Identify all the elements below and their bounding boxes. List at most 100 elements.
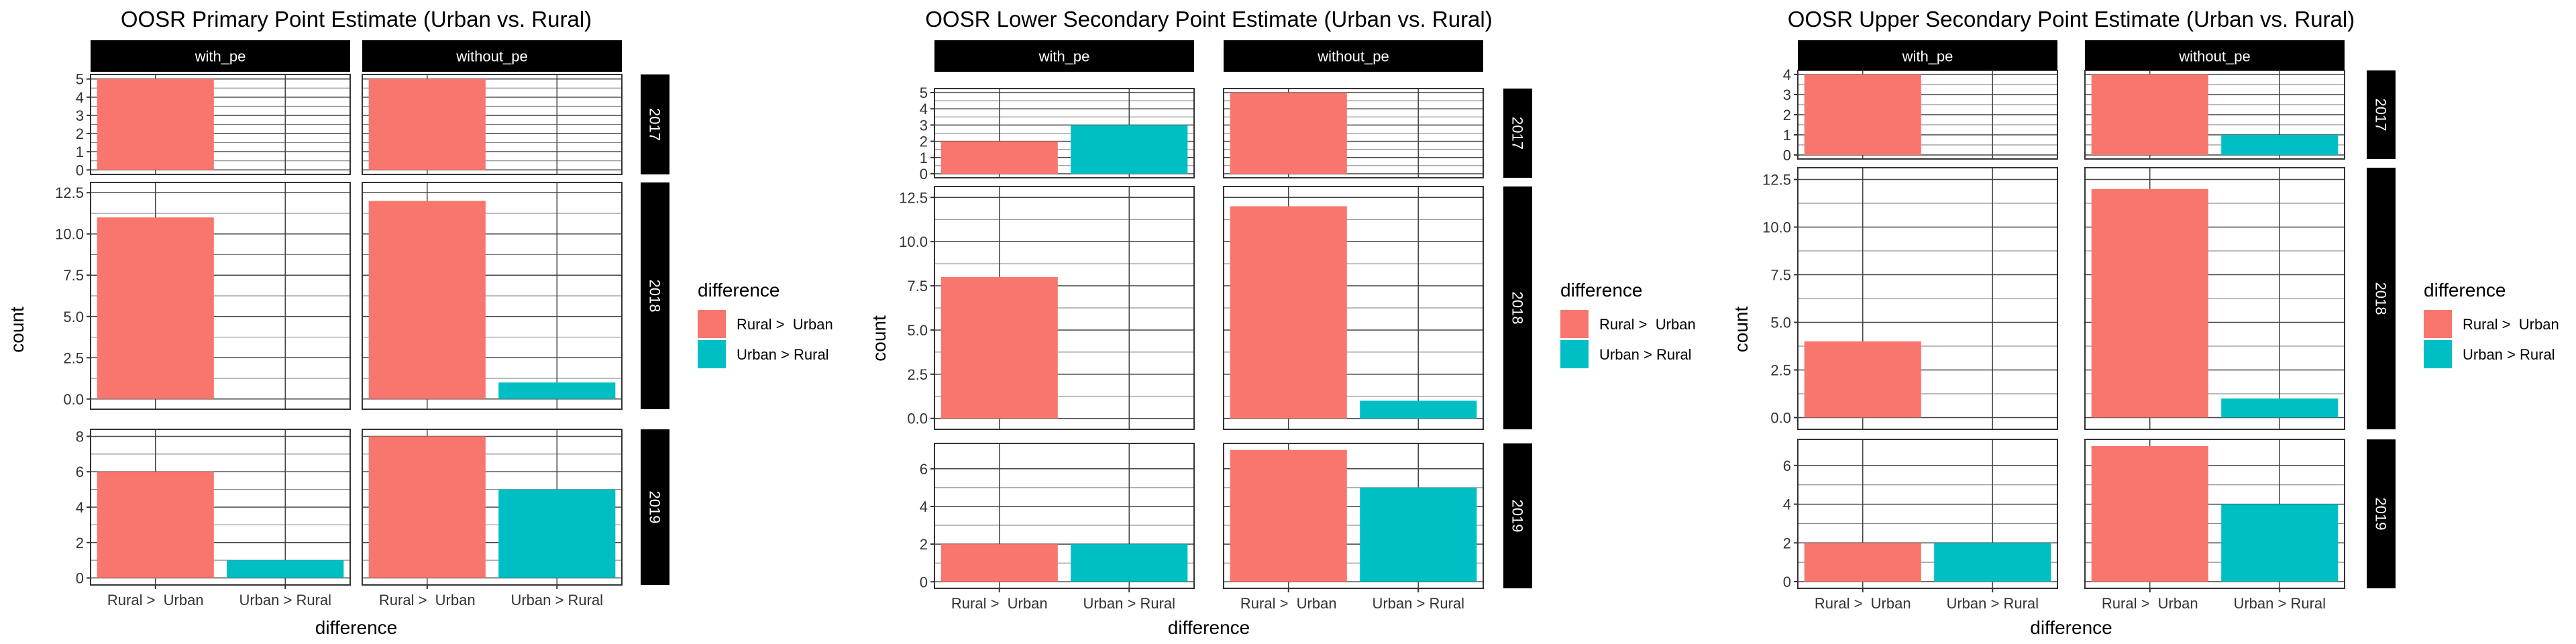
y-tick-label: 3 <box>1783 87 1791 103</box>
facet-strip-label: with_pe <box>195 48 246 65</box>
x-tick-label: Urban > Rural <box>1372 595 1464 612</box>
y-tick-label: 0.0 <box>1770 409 1791 426</box>
y-axis-title: count <box>869 315 890 362</box>
y-tick-label: 10.0 <box>1762 219 1791 236</box>
bar-urban-gt-rural <box>2221 398 2339 418</box>
bar-urban-gt-rural <box>1934 543 2051 582</box>
bar-rural-gt-urban <box>97 217 214 399</box>
panel-2018-without_pe <box>2084 167 2345 430</box>
bar-urban-gt-rural <box>1071 544 1188 582</box>
y-tick-label: 2 <box>76 535 84 551</box>
facet-strip-label: 2017 <box>647 108 663 141</box>
panel-2019-with_pe <box>1797 439 2058 589</box>
legend-label: Rural > Urban <box>737 316 833 333</box>
y-tick-label: 4 <box>76 499 84 516</box>
y-tick-label: 0.0 <box>63 391 84 408</box>
facet-strip-with_pe <box>934 40 1194 72</box>
facet-strip-2017 <box>2367 70 2396 159</box>
y-tick-label: 5.0 <box>1770 314 1791 331</box>
y-tick-label: 7.5 <box>1770 267 1791 284</box>
panel-2019-with_pe <box>934 443 1195 589</box>
chart-title: OOSR Primary Point Estimate (Urban vs. R… <box>121 7 592 32</box>
y-tick-label: 4 <box>76 89 84 106</box>
panel-2018-with_pe <box>90 182 351 410</box>
facet-strip-without_pe <box>362 40 622 72</box>
bar-rural-gt-urban <box>1804 543 1921 582</box>
y-tick-label: 5 <box>920 85 928 101</box>
legend-label: Urban > Rural <box>2463 346 2555 363</box>
y-tick-label: 10.0 <box>899 233 928 250</box>
panel-border <box>1797 167 2058 430</box>
y-tick-label: 8 <box>76 428 84 445</box>
panel-2019-without_pe <box>362 429 623 586</box>
panel-2019-with_pe <box>90 429 351 586</box>
facet-strip-2018 <box>1503 186 1532 429</box>
legend-title: difference <box>2424 280 2506 301</box>
panel-2017-with_pe <box>1797 70 2058 160</box>
facet-strip-2019 <box>1503 443 1532 588</box>
panel-border <box>90 182 351 410</box>
bar-rural-gt-urban <box>368 78 486 170</box>
y-tick-label: 0 <box>920 574 928 590</box>
x-axis-title: difference <box>2030 617 2112 638</box>
panel-2019-without_pe <box>1223 443 1484 589</box>
facet-strip-label: with_pe <box>1038 48 1090 65</box>
facet-strip-2017 <box>1503 89 1532 178</box>
panel-2017-without_pe <box>1223 88 1484 178</box>
legend-swatch <box>2424 310 2452 338</box>
panel-border <box>1223 443 1484 589</box>
y-tick-label: 4 <box>1783 66 1791 83</box>
x-tick-label: Rural > Urban <box>107 592 204 608</box>
y-tick-label: 0.0 <box>907 411 928 427</box>
chart-3: OOSR Upper Secondary Point Estimate (Urb… <box>1731 7 2559 638</box>
bar-rural-gt-urban <box>2091 445 2208 582</box>
bar-rural-gt-urban <box>1230 206 1347 419</box>
facet-strip-2018 <box>2367 168 2396 429</box>
y-tick-label: 0 <box>1783 147 1791 164</box>
y-tick-label: 12.5 <box>899 189 928 206</box>
x-tick-label: Urban > Rural <box>1946 595 2039 612</box>
bar-urban-gt-rural <box>498 489 616 578</box>
bar-rural-gt-urban <box>2091 189 2208 418</box>
facet-strip-label: with_pe <box>1902 48 1953 65</box>
legend-swatch <box>698 310 726 338</box>
x-tick-label: Rural > Urban <box>379 592 476 608</box>
x-tick-label: Urban > Rural <box>239 592 331 608</box>
bar-urban-gt-rural <box>1071 125 1188 174</box>
bar-rural-gt-urban <box>1230 449 1347 582</box>
y-tick-label: 7.5 <box>63 267 84 284</box>
y-tick-label: 0 <box>76 570 84 587</box>
x-axis-title: difference <box>1168 617 1250 638</box>
y-tick-label: 6 <box>1783 458 1791 474</box>
bar-rural-gt-urban <box>97 78 214 170</box>
legend-title: difference <box>698 280 780 301</box>
x-tick-label: Urban > Rural <box>2233 595 2326 612</box>
panel-2019-without_pe <box>2084 439 2345 589</box>
bar-rural-gt-urban <box>1804 341 1921 418</box>
y-tick-label: 4 <box>920 498 928 515</box>
chart-1: OOSR Primary Point Estimate (Urban vs. R… <box>7 7 833 638</box>
facet-strip-label: 2018 <box>647 280 663 313</box>
bar-urban-gt-rural <box>227 560 344 578</box>
panel-border <box>1797 439 2058 589</box>
facet-strip-without_pe <box>2085 40 2345 72</box>
y-tick-label: 4 <box>920 101 928 117</box>
legend-swatch <box>1560 310 1589 338</box>
panel-2018-with_pe <box>1797 167 2058 430</box>
bar-urban-gt-rural <box>2221 504 2339 582</box>
y-tick-label: 6 <box>920 461 928 478</box>
y-axis-title: count <box>7 307 28 353</box>
facet-strip-2018 <box>641 182 669 409</box>
panel-border <box>1223 186 1484 430</box>
legend-label: Rural > Urban <box>1599 316 1696 333</box>
bar-urban-gt-rural <box>498 382 616 399</box>
facet-strip-with_pe <box>1798 40 2057 72</box>
facet-strip-without_pe <box>1224 40 1483 72</box>
bar-rural-gt-urban <box>368 201 486 399</box>
panel-border <box>934 88 1195 178</box>
panel-2017-with_pe <box>934 88 1195 178</box>
legend-label: Urban > Rural <box>1599 346 1692 363</box>
bar-urban-gt-rural <box>1360 487 1477 582</box>
panel-border <box>2084 70 2345 160</box>
